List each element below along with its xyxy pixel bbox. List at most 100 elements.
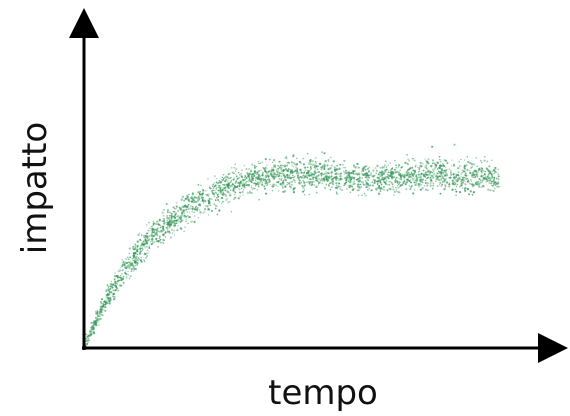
scatter-point bbox=[407, 175, 410, 178]
scatter-point bbox=[482, 176, 485, 180]
scatter-point bbox=[393, 190, 396, 193]
scatter-point bbox=[275, 184, 277, 186]
scatter-point bbox=[104, 309, 107, 312]
scatter-point bbox=[105, 296, 108, 299]
scatter-point bbox=[426, 171, 429, 173]
scatter-point bbox=[476, 176, 479, 178]
scatter-point bbox=[327, 172, 330, 175]
scatter-point bbox=[187, 204, 190, 206]
scatter-point bbox=[265, 179, 268, 181]
scatter-point bbox=[414, 179, 416, 182]
scatter-point bbox=[218, 179, 221, 182]
scatter-point bbox=[234, 170, 237, 172]
scatter-point bbox=[180, 213, 184, 217]
scatter-point bbox=[410, 181, 413, 184]
scatter-point bbox=[437, 178, 441, 182]
scatter-point bbox=[270, 173, 272, 175]
scatter-point bbox=[398, 182, 401, 185]
scatter-point bbox=[455, 190, 458, 193]
scatter-point bbox=[458, 176, 461, 179]
scatter-point bbox=[365, 184, 367, 186]
scatter-point bbox=[265, 192, 268, 195]
scatter-point bbox=[310, 175, 313, 177]
scatter-point bbox=[349, 177, 353, 181]
scatter-point bbox=[139, 247, 142, 250]
scatter-point bbox=[252, 179, 254, 182]
scatter-point bbox=[359, 176, 361, 178]
scatter-point bbox=[156, 231, 158, 234]
scatter-point bbox=[489, 172, 492, 175]
scatter-point bbox=[100, 302, 103, 305]
scatter-point bbox=[421, 186, 424, 190]
scatter-point bbox=[298, 179, 301, 182]
scatter-point bbox=[171, 229, 173, 231]
scatter-point bbox=[162, 225, 165, 228]
scatter-point bbox=[142, 235, 145, 237]
scatter-point bbox=[456, 183, 459, 186]
scatter-point bbox=[155, 232, 158, 235]
scatter-point bbox=[151, 238, 154, 241]
scatter-point bbox=[464, 189, 467, 193]
scatter-point bbox=[242, 189, 245, 191]
scatter-point bbox=[248, 172, 251, 176]
scatter-point bbox=[490, 182, 493, 185]
scatter-point bbox=[420, 165, 423, 168]
scatter-point bbox=[399, 175, 402, 178]
scatter-point bbox=[438, 184, 441, 186]
scatter-point bbox=[398, 183, 400, 186]
scatter-point bbox=[441, 183, 444, 186]
scatter-point bbox=[420, 172, 423, 175]
scatter-point bbox=[255, 179, 257, 181]
scatter-point bbox=[324, 175, 328, 178]
scatter-point bbox=[182, 209, 184, 211]
scatter-point bbox=[481, 176, 484, 178]
scatter-point bbox=[468, 193, 471, 196]
scatter-point bbox=[317, 182, 320, 185]
scatter-point bbox=[253, 164, 256, 167]
scatter-point bbox=[121, 262, 124, 264]
scatter-point bbox=[495, 177, 498, 180]
scatter-point bbox=[296, 170, 299, 173]
scatter-point bbox=[474, 169, 476, 172]
scatter-point bbox=[341, 189, 343, 191]
scatter-point bbox=[376, 164, 379, 168]
scatter-point bbox=[430, 178, 433, 181]
scatter-point bbox=[429, 181, 432, 183]
scatter-point bbox=[183, 212, 186, 215]
scatter-point bbox=[178, 220, 180, 223]
scatter-point bbox=[393, 176, 395, 179]
scatter-point bbox=[104, 306, 107, 308]
scatter-point bbox=[356, 189, 359, 192]
scatter-point bbox=[97, 318, 100, 321]
scatter-point bbox=[364, 172, 367, 175]
scatter-point bbox=[168, 227, 171, 229]
scatter-point bbox=[243, 183, 246, 186]
scatter-point bbox=[213, 203, 216, 206]
scatter-point bbox=[394, 159, 396, 162]
scatter-point bbox=[308, 161, 312, 164]
scatter-point bbox=[176, 209, 180, 213]
scatter-point bbox=[379, 166, 382, 169]
scatter-point bbox=[89, 335, 92, 337]
scatter-point bbox=[318, 178, 321, 181]
scatter-point bbox=[193, 220, 196, 224]
scatter-point bbox=[415, 179, 418, 182]
scatter-point bbox=[335, 191, 338, 193]
scatter-point bbox=[274, 176, 277, 178]
scatter-point bbox=[156, 220, 159, 223]
scatter-point bbox=[288, 168, 290, 170]
scatter-point bbox=[448, 168, 451, 170]
scatter-point bbox=[371, 181, 374, 183]
scatter-point bbox=[460, 172, 463, 175]
scatter-point bbox=[188, 211, 191, 213]
scatter-point bbox=[229, 185, 232, 188]
scatter-point bbox=[221, 197, 223, 199]
scatter-point bbox=[445, 172, 447, 174]
scatter-point bbox=[269, 183, 272, 186]
scatter-point bbox=[197, 191, 199, 194]
scatter-point bbox=[315, 177, 317, 180]
scatter-point bbox=[108, 302, 110, 305]
scatter-point bbox=[194, 206, 197, 208]
scatter-point bbox=[336, 192, 338, 195]
scatter-point bbox=[359, 184, 361, 186]
